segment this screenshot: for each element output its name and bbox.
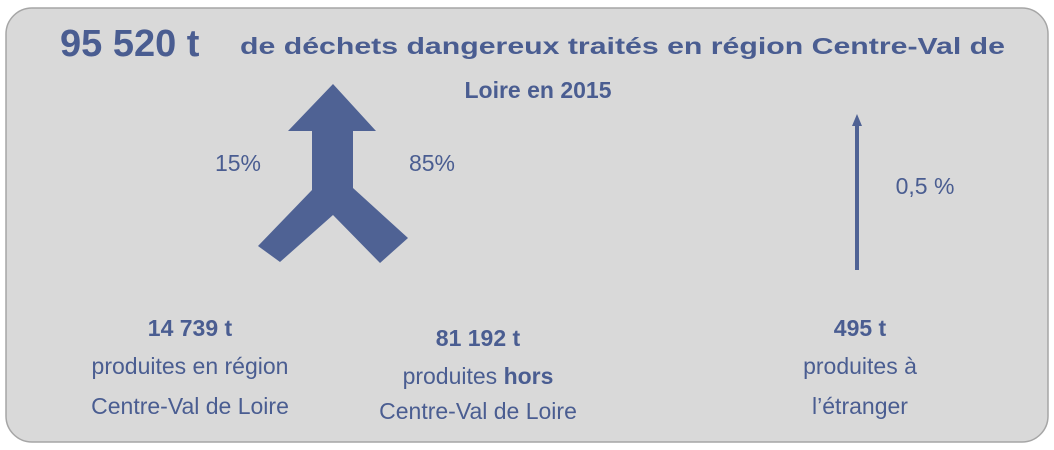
amount: 81 192 t [436, 325, 521, 351]
description: produites en région [92, 353, 289, 379]
title-text: Loire en 2015 [464, 77, 611, 103]
panel [5, 7, 1049, 443]
description: produites hors [403, 363, 554, 389]
arrow-head [852, 114, 862, 126]
share: 85% [409, 150, 455, 176]
title-amount: 95 520 t [60, 23, 200, 65]
description: produites à [803, 353, 917, 379]
title-text: de déchets dangereux traités en région C… [240, 33, 1005, 59]
description-part: produites [403, 363, 498, 389]
description: l’étranger [812, 393, 908, 419]
description-part: hors [504, 363, 554, 389]
amount: 14 739 t [148, 315, 233, 341]
description: Centre-Val de Loire [379, 398, 577, 424]
amount: 495 t [834, 315, 887, 341]
flow-arrow [258, 84, 408, 263]
share: 0,5 % [896, 173, 955, 199]
share: 15% [215, 150, 261, 176]
description: Centre-Val de Loire [91, 393, 289, 419]
